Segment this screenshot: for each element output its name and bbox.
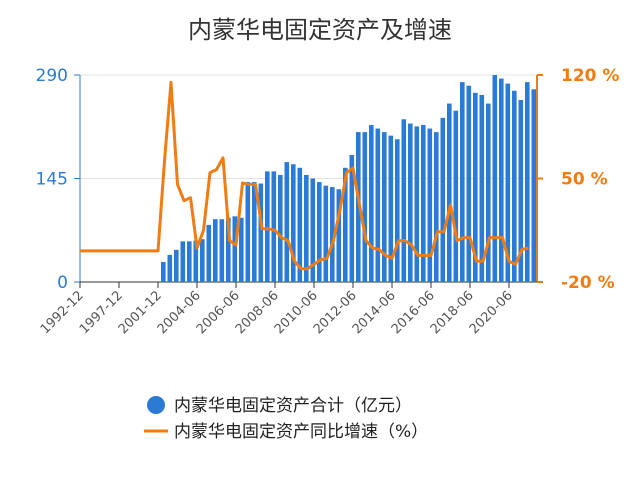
bar — [479, 94, 485, 282]
bar — [349, 154, 355, 282]
bar — [505, 83, 511, 282]
bar — [414, 126, 420, 283]
bar — [187, 241, 192, 282]
y2-tick-label: 50 % — [561, 170, 608, 190]
bar — [447, 103, 452, 282]
chart-title: 内蒙华电固定资产及增速 — [188, 16, 452, 44]
bar — [466, 85, 472, 282]
bar — [297, 167, 303, 282]
x-tick-label: 2020-06 — [467, 288, 516, 337]
bar — [317, 182, 322, 282]
bar — [408, 123, 413, 282]
bar — [252, 182, 257, 282]
bar — [258, 183, 264, 282]
bar — [219, 219, 225, 282]
bar — [427, 128, 433, 282]
legend-marker — [147, 396, 165, 414]
y2-tick-label: -20 % — [561, 273, 615, 293]
bar — [369, 124, 374, 282]
bar — [304, 174, 309, 282]
bar — [323, 185, 329, 282]
bar — [492, 75, 498, 282]
bar — [499, 78, 504, 282]
bar — [395, 139, 400, 282]
bar — [375, 128, 381, 282]
bar — [382, 132, 387, 282]
y2-tick-label: 120 % — [561, 66, 619, 86]
bar — [460, 82, 465, 282]
bar — [343, 167, 348, 282]
bar — [512, 90, 517, 282]
bar — [265, 171, 270, 282]
bar — [525, 82, 530, 282]
bar — [278, 174, 283, 282]
bar — [336, 189, 342, 282]
bar — [388, 135, 394, 282]
bar — [473, 92, 478, 283]
bar — [245, 182, 251, 282]
bar — [213, 219, 218, 282]
bar — [486, 103, 491, 282]
bar — [206, 224, 212, 282]
bar — [200, 239, 205, 282]
bar — [174, 249, 179, 282]
bar — [161, 262, 166, 282]
bar — [271, 171, 277, 282]
y-tick-label: 0 — [57, 273, 68, 293]
bar — [518, 99, 524, 282]
bar — [232, 216, 238, 282]
line — [80, 80, 529, 271]
bar — [226, 217, 231, 282]
bar — [180, 241, 186, 282]
bar — [330, 187, 335, 282]
legend-label: 内蒙华电固定资产合计（亿元） — [174, 396, 412, 416]
bar — [167, 254, 173, 282]
bar — [401, 119, 407, 282]
y-tick-label: 145 — [36, 170, 68, 190]
bar — [310, 178, 316, 282]
bar — [434, 132, 439, 282]
bar — [356, 132, 361, 282]
bar — [453, 110, 459, 282]
bar — [421, 124, 426, 282]
bar — [284, 162, 290, 282]
bar — [291, 164, 296, 282]
legend-label: 内蒙华电固定资产同比增速（%） — [174, 422, 428, 442]
bar — [239, 217, 244, 282]
bar — [531, 89, 537, 282]
bar — [193, 240, 199, 282]
y-tick-label: 290 — [36, 66, 68, 86]
bar — [362, 132, 368, 282]
bar — [440, 117, 446, 283]
